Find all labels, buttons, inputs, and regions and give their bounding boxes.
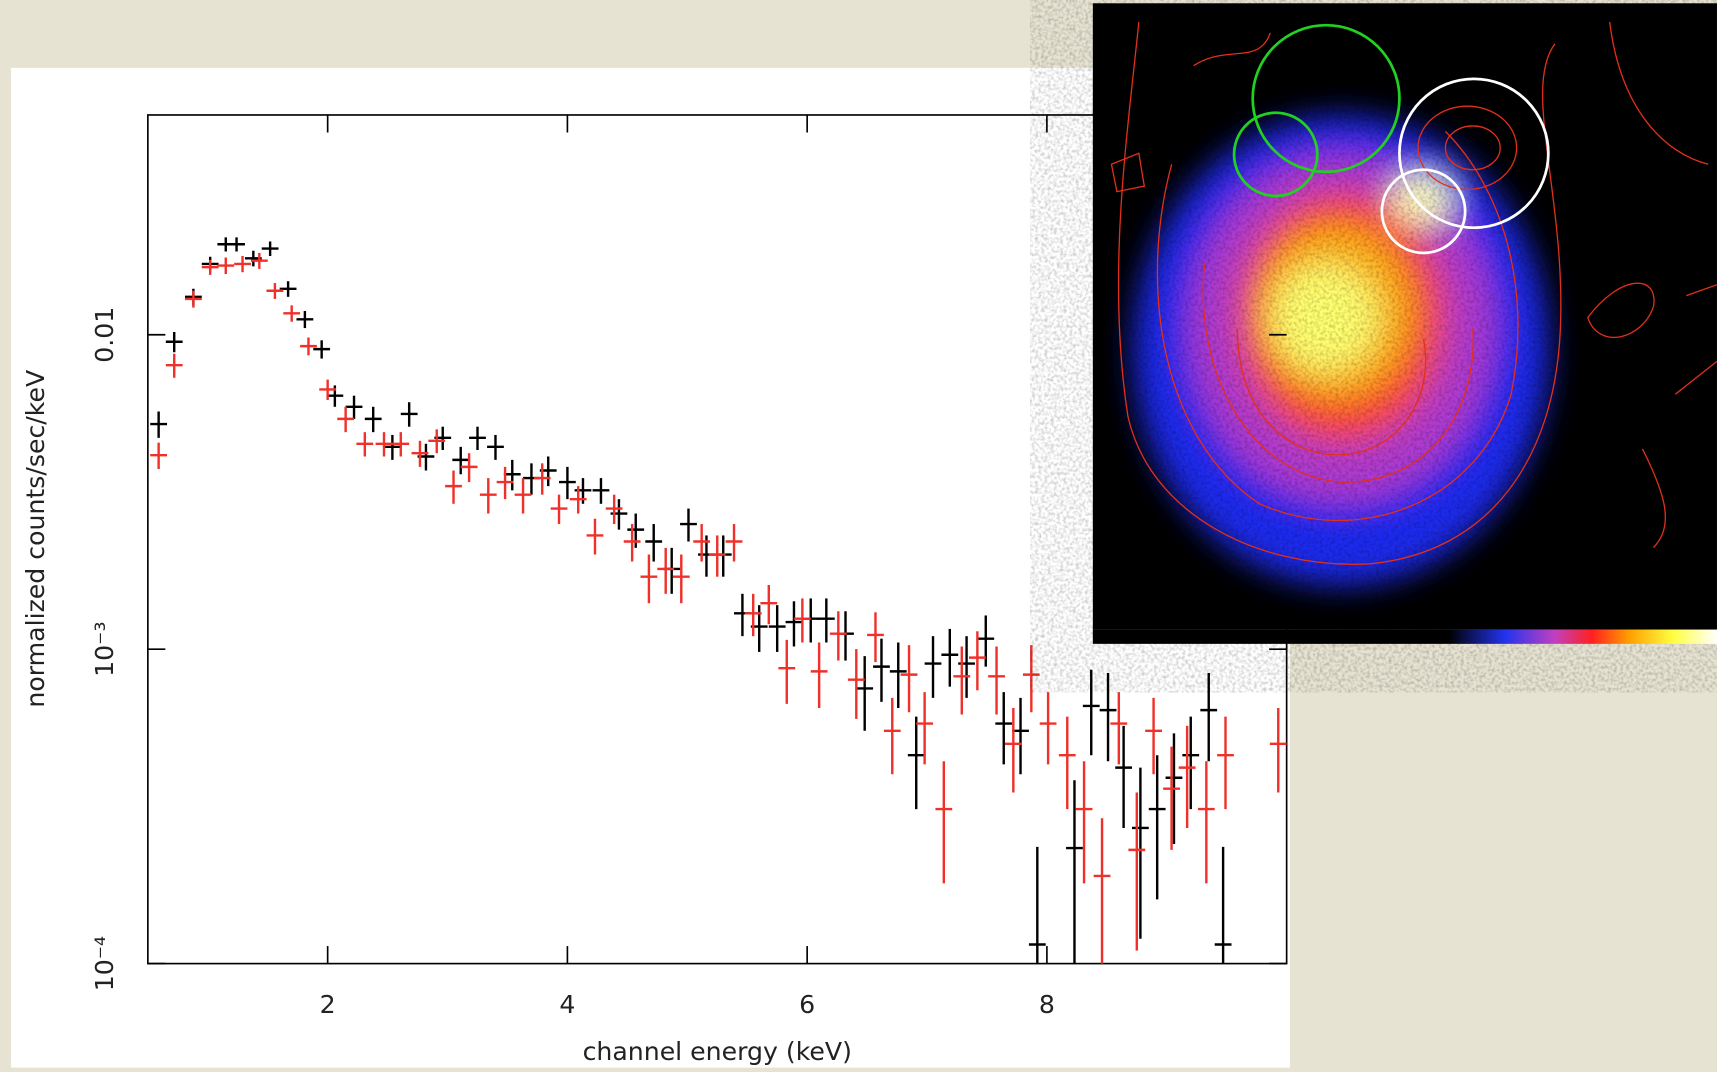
y-tick-label: 0.01 [90, 307, 119, 363]
x-tick-label: 8 [1039, 990, 1055, 1019]
y-tick-label: 10⁻⁴ [90, 936, 119, 991]
y-axis-label: normalized counts/sec/keV [21, 369, 50, 708]
x-axis-label: channel energy (keV) [583, 1037, 852, 1066]
y-tick-label: 10⁻³ [90, 621, 119, 676]
x-tick-label: 2 [320, 990, 336, 1019]
plot-panel [10, 67, 1290, 1068]
marks [150, 237, 1287, 964]
inset-image [1092, 3, 1717, 644]
x-tick-label: 4 [559, 990, 575, 1019]
x-tick-label: 6 [799, 990, 815, 1019]
